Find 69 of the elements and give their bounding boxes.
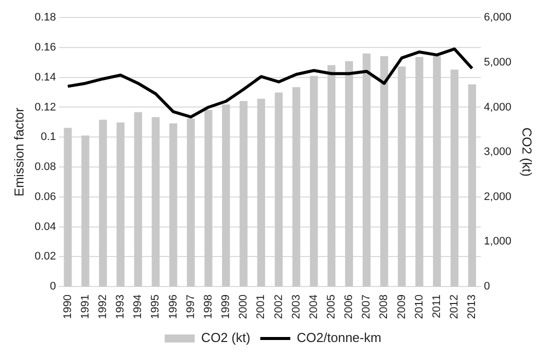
x-tick-label: 2011 bbox=[430, 294, 443, 318]
bar bbox=[152, 117, 160, 287]
bar bbox=[468, 84, 476, 287]
x-tick-label: 2010 bbox=[413, 294, 426, 320]
bar bbox=[450, 70, 458, 287]
bar bbox=[169, 123, 178, 287]
y2-tick-label: 0 bbox=[484, 280, 490, 293]
x-tick-label: 2013 bbox=[466, 294, 478, 320]
x-tick-label: 2012 bbox=[448, 294, 461, 320]
x-tick-label: 2003 bbox=[290, 294, 302, 320]
bar bbox=[398, 66, 406, 287]
bar bbox=[99, 120, 107, 287]
x-tick-label: 1993 bbox=[114, 294, 127, 320]
y2-tick-label: 6,000 bbox=[484, 12, 512, 24]
y2-axis-title: CO2 (kt) bbox=[520, 128, 535, 177]
x-tick-label: 2005 bbox=[325, 294, 338, 320]
legend-label: CO2 (kt) bbox=[201, 330, 250, 346]
y-tick-label: 0.1 bbox=[40, 131, 56, 144]
x-tick-label: 1998 bbox=[202, 294, 214, 320]
y-tick-label: 0.14 bbox=[34, 71, 56, 84]
y-tick-label: 0.08 bbox=[34, 161, 56, 174]
y-tick-label: 0.06 bbox=[34, 190, 56, 203]
bar bbox=[292, 87, 300, 287]
y2-tick-label: 1,000 bbox=[484, 236, 512, 248]
y-tick-label: 0.18 bbox=[34, 12, 56, 24]
legend-label: CO2/tonne-km bbox=[296, 330, 382, 346]
x-tick-label: 2001 bbox=[255, 294, 268, 320]
x-tick-label: 2009 bbox=[396, 294, 408, 320]
bar bbox=[310, 76, 318, 287]
y-tick-label: 0.12 bbox=[34, 101, 56, 114]
bar bbox=[81, 135, 90, 287]
x-tick-label: 1997 bbox=[184, 294, 197, 320]
bar bbox=[380, 56, 388, 287]
bar bbox=[274, 92, 283, 287]
y2-tick-label: 3,000 bbox=[484, 146, 512, 158]
x-tick-label: 1994 bbox=[132, 294, 144, 320]
bar bbox=[222, 104, 230, 287]
bar bbox=[362, 53, 371, 287]
x-tick-label: 2000 bbox=[238, 294, 250, 320]
y-tick-label: 0.04 bbox=[34, 220, 56, 233]
x-tick-label: 2004 bbox=[308, 294, 320, 320]
bar bbox=[64, 128, 72, 287]
x-tick-label: 2008 bbox=[378, 294, 390, 320]
x-tick-label: 1995 bbox=[150, 294, 162, 320]
bar bbox=[328, 65, 336, 287]
bar bbox=[116, 122, 124, 287]
bar bbox=[134, 112, 142, 287]
x-tick-label: 2006 bbox=[343, 294, 356, 320]
y-axis-title: Emission factor bbox=[11, 106, 26, 196]
bar bbox=[204, 110, 212, 287]
bar bbox=[240, 100, 248, 287]
x-tick-label: 1992 bbox=[96, 294, 109, 320]
y2-tick-label: 4,000 bbox=[484, 101, 512, 114]
bar bbox=[415, 57, 424, 287]
x-tick-label: 2007 bbox=[360, 294, 373, 320]
y2-tick-label: 5,000 bbox=[484, 56, 512, 68]
x-tick-label: 1991 bbox=[79, 294, 92, 320]
y-tick-label: 0.02 bbox=[34, 250, 56, 263]
x-tick-label: 2002 bbox=[272, 294, 285, 320]
bar bbox=[257, 98, 266, 287]
bar bbox=[186, 118, 195, 287]
y2-tick-label: 2,000 bbox=[484, 190, 512, 203]
x-tick-label: 1999 bbox=[220, 294, 232, 320]
y-tick-label: 0 bbox=[50, 280, 56, 293]
x-tick-label: 1996 bbox=[167, 294, 180, 320]
bar bbox=[432, 56, 441, 287]
x-tick-label: 1990 bbox=[62, 294, 74, 320]
bar bbox=[345, 61, 353, 287]
y-tick-label: 0.16 bbox=[34, 42, 56, 54]
